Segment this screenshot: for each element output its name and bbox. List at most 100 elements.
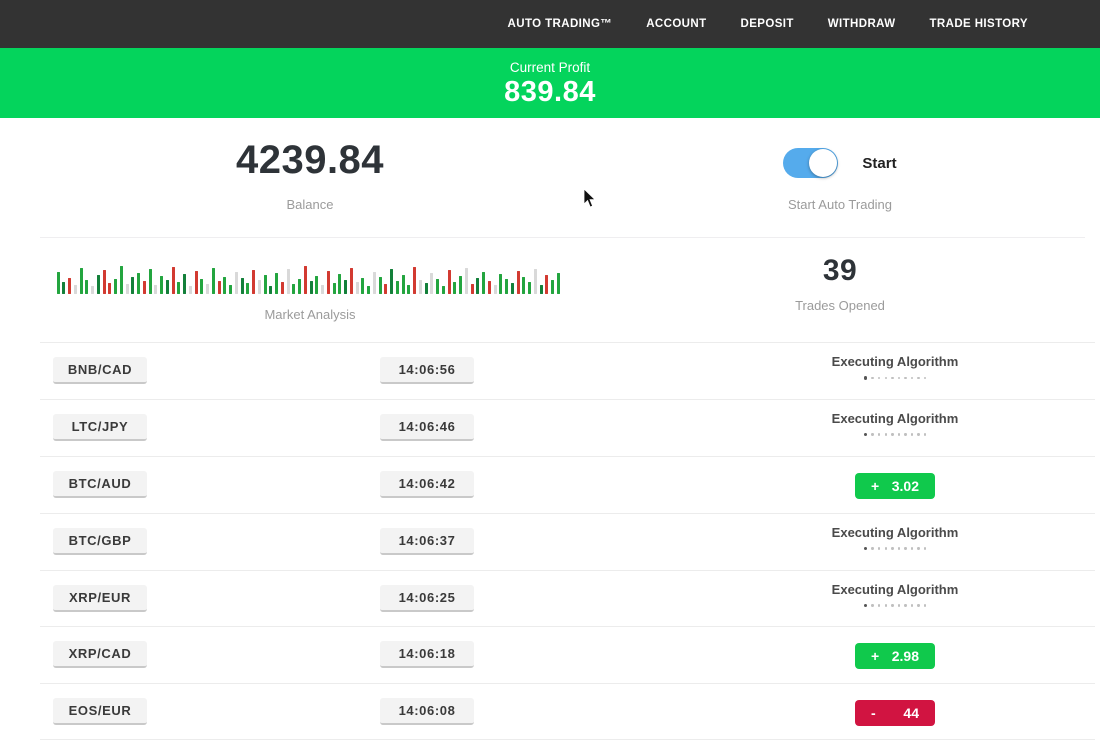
loader-dot <box>910 376 914 379</box>
trade-status: +2.98 <box>797 627 993 683</box>
pair-badge[interactable]: LTC/JPY <box>53 413 147 441</box>
market-bar <box>171 267 175 294</box>
market-bar <box>137 273 140 294</box>
start-auto-trading-toggle[interactable] <box>783 148 839 178</box>
market-bar <box>183 274 186 294</box>
loader-dot <box>917 604 920 607</box>
market-bar <box>447 270 451 294</box>
time-badge: 14:06:18 <box>380 641 474 669</box>
market-bar <box>361 278 365 294</box>
progress-dots-loader <box>863 432 927 437</box>
market-bar <box>286 269 290 294</box>
nav-item-deposit[interactable]: DEPOSIT <box>740 18 794 30</box>
market-bar <box>332 283 336 294</box>
market-bar <box>430 273 434 294</box>
pair-badge[interactable]: BTC/AUD <box>53 470 147 498</box>
market-bar <box>499 274 503 294</box>
market-bar <box>177 282 181 294</box>
market-bar <box>154 285 158 294</box>
trades-opened-label: Trades Opened <box>795 298 885 313</box>
loader-dot <box>910 433 914 436</box>
profit-badge: +2.98 <box>855 643 935 670</box>
nav-item-account[interactable]: ACCOUNT <box>646 18 707 30</box>
market-bar <box>372 272 376 294</box>
result-value: 3.02 <box>891 477 919 494</box>
loader-dot <box>924 433 927 436</box>
auto-trading-stat: Start Start Auto Trading <box>620 118 1060 237</box>
executing-algorithm-text: Executing Algorithm <box>831 354 959 369</box>
market-bar <box>315 276 319 294</box>
loader-dot <box>871 376 874 379</box>
market-bar <box>349 268 353 294</box>
result-value: 2.98 <box>891 648 919 665</box>
loader-dot <box>897 604 901 607</box>
result-value: 44 <box>903 705 919 722</box>
loader-dot <box>884 604 887 607</box>
market-bar <box>240 278 244 294</box>
market-analysis-stat: Market Analysis <box>0 238 620 342</box>
pair-badge[interactable]: XRP/EUR <box>53 584 147 612</box>
market-bar <box>464 268 468 294</box>
market-bar <box>321 285 324 294</box>
market-bar <box>119 266 123 294</box>
loader-dot <box>897 547 901 550</box>
loader-dot <box>863 546 868 551</box>
nav-item-trade-history[interactable]: TRADE HISTORY <box>929 18 1028 30</box>
trade-status: +3.02 <box>797 457 993 513</box>
pair-badge[interactable]: EOS/EUR <box>53 698 147 726</box>
market-bar <box>148 269 152 294</box>
trade-row: BNB/CAD 14:06:56 Executing Algorithm <box>40 342 1095 399</box>
balance-label: Balance <box>286 197 334 212</box>
market-bar <box>476 278 480 294</box>
nav-item-auto-trading[interactable]: AUTO TRADING™ <box>507 18 613 30</box>
loader-dot <box>904 604 907 607</box>
market-bar <box>522 277 526 294</box>
loader-dot <box>897 433 901 436</box>
market-bar <box>303 266 307 294</box>
pair-badge[interactable]: BNB/CAD <box>53 357 147 384</box>
market-bar <box>160 276 163 294</box>
market-bar <box>493 285 497 294</box>
market-bar <box>539 285 543 294</box>
market-bar <box>269 286 273 294</box>
market-bar <box>424 283 428 294</box>
market-bar <box>413 267 416 294</box>
market-bar <box>378 277 382 294</box>
market-bar <box>165 280 169 294</box>
loader-dot <box>924 604 927 607</box>
loader-dot <box>877 604 881 607</box>
market-bar <box>510 283 514 294</box>
executing-algorithm-text: Executing Algorithm <box>831 581 959 597</box>
market-bar <box>298 279 301 294</box>
market-bar <box>125 284 129 294</box>
pair-badge[interactable]: BTC/GBP <box>53 527 147 555</box>
loader-dot <box>871 547 874 550</box>
trades-opened-value: 39 <box>822 254 858 287</box>
balance-value: 4239.84 <box>235 138 385 182</box>
market-bar <box>96 275 100 294</box>
pair-badge[interactable]: XRP/CAD <box>53 641 147 669</box>
loader-dot <box>877 547 881 550</box>
loader-dot <box>891 433 894 436</box>
loader-dot <box>917 547 920 550</box>
stats-row-bottom: Market Analysis 39 Trades Opened <box>0 238 1100 342</box>
trade-row: BTC/GBP 14:06:37 Executing Algorithm <box>40 512 1095 570</box>
progress-dots-loader <box>863 546 927 551</box>
current-profit-value: 839.84 <box>504 75 596 108</box>
loader-dot <box>904 547 907 550</box>
loader-dot <box>871 433 874 436</box>
progress-dots-loader <box>863 376 927 380</box>
trade-status: Executing Algorithm <box>797 571 993 627</box>
loader-dot <box>904 433 907 436</box>
market-bar <box>56 272 60 294</box>
loader-dot <box>891 376 894 379</box>
market-bar <box>407 285 411 294</box>
loader-dot <box>910 547 914 550</box>
loader-dot <box>917 433 920 436</box>
market-bar <box>246 283 250 294</box>
progress-dots-loader <box>863 603 927 608</box>
nav-item-withdraw[interactable]: WITHDRAW <box>827 18 896 30</box>
loss-badge: - 44 <box>855 700 935 727</box>
start-auto-trading-label: Start Auto Trading <box>787 197 893 212</box>
loader-dot <box>884 433 887 436</box>
